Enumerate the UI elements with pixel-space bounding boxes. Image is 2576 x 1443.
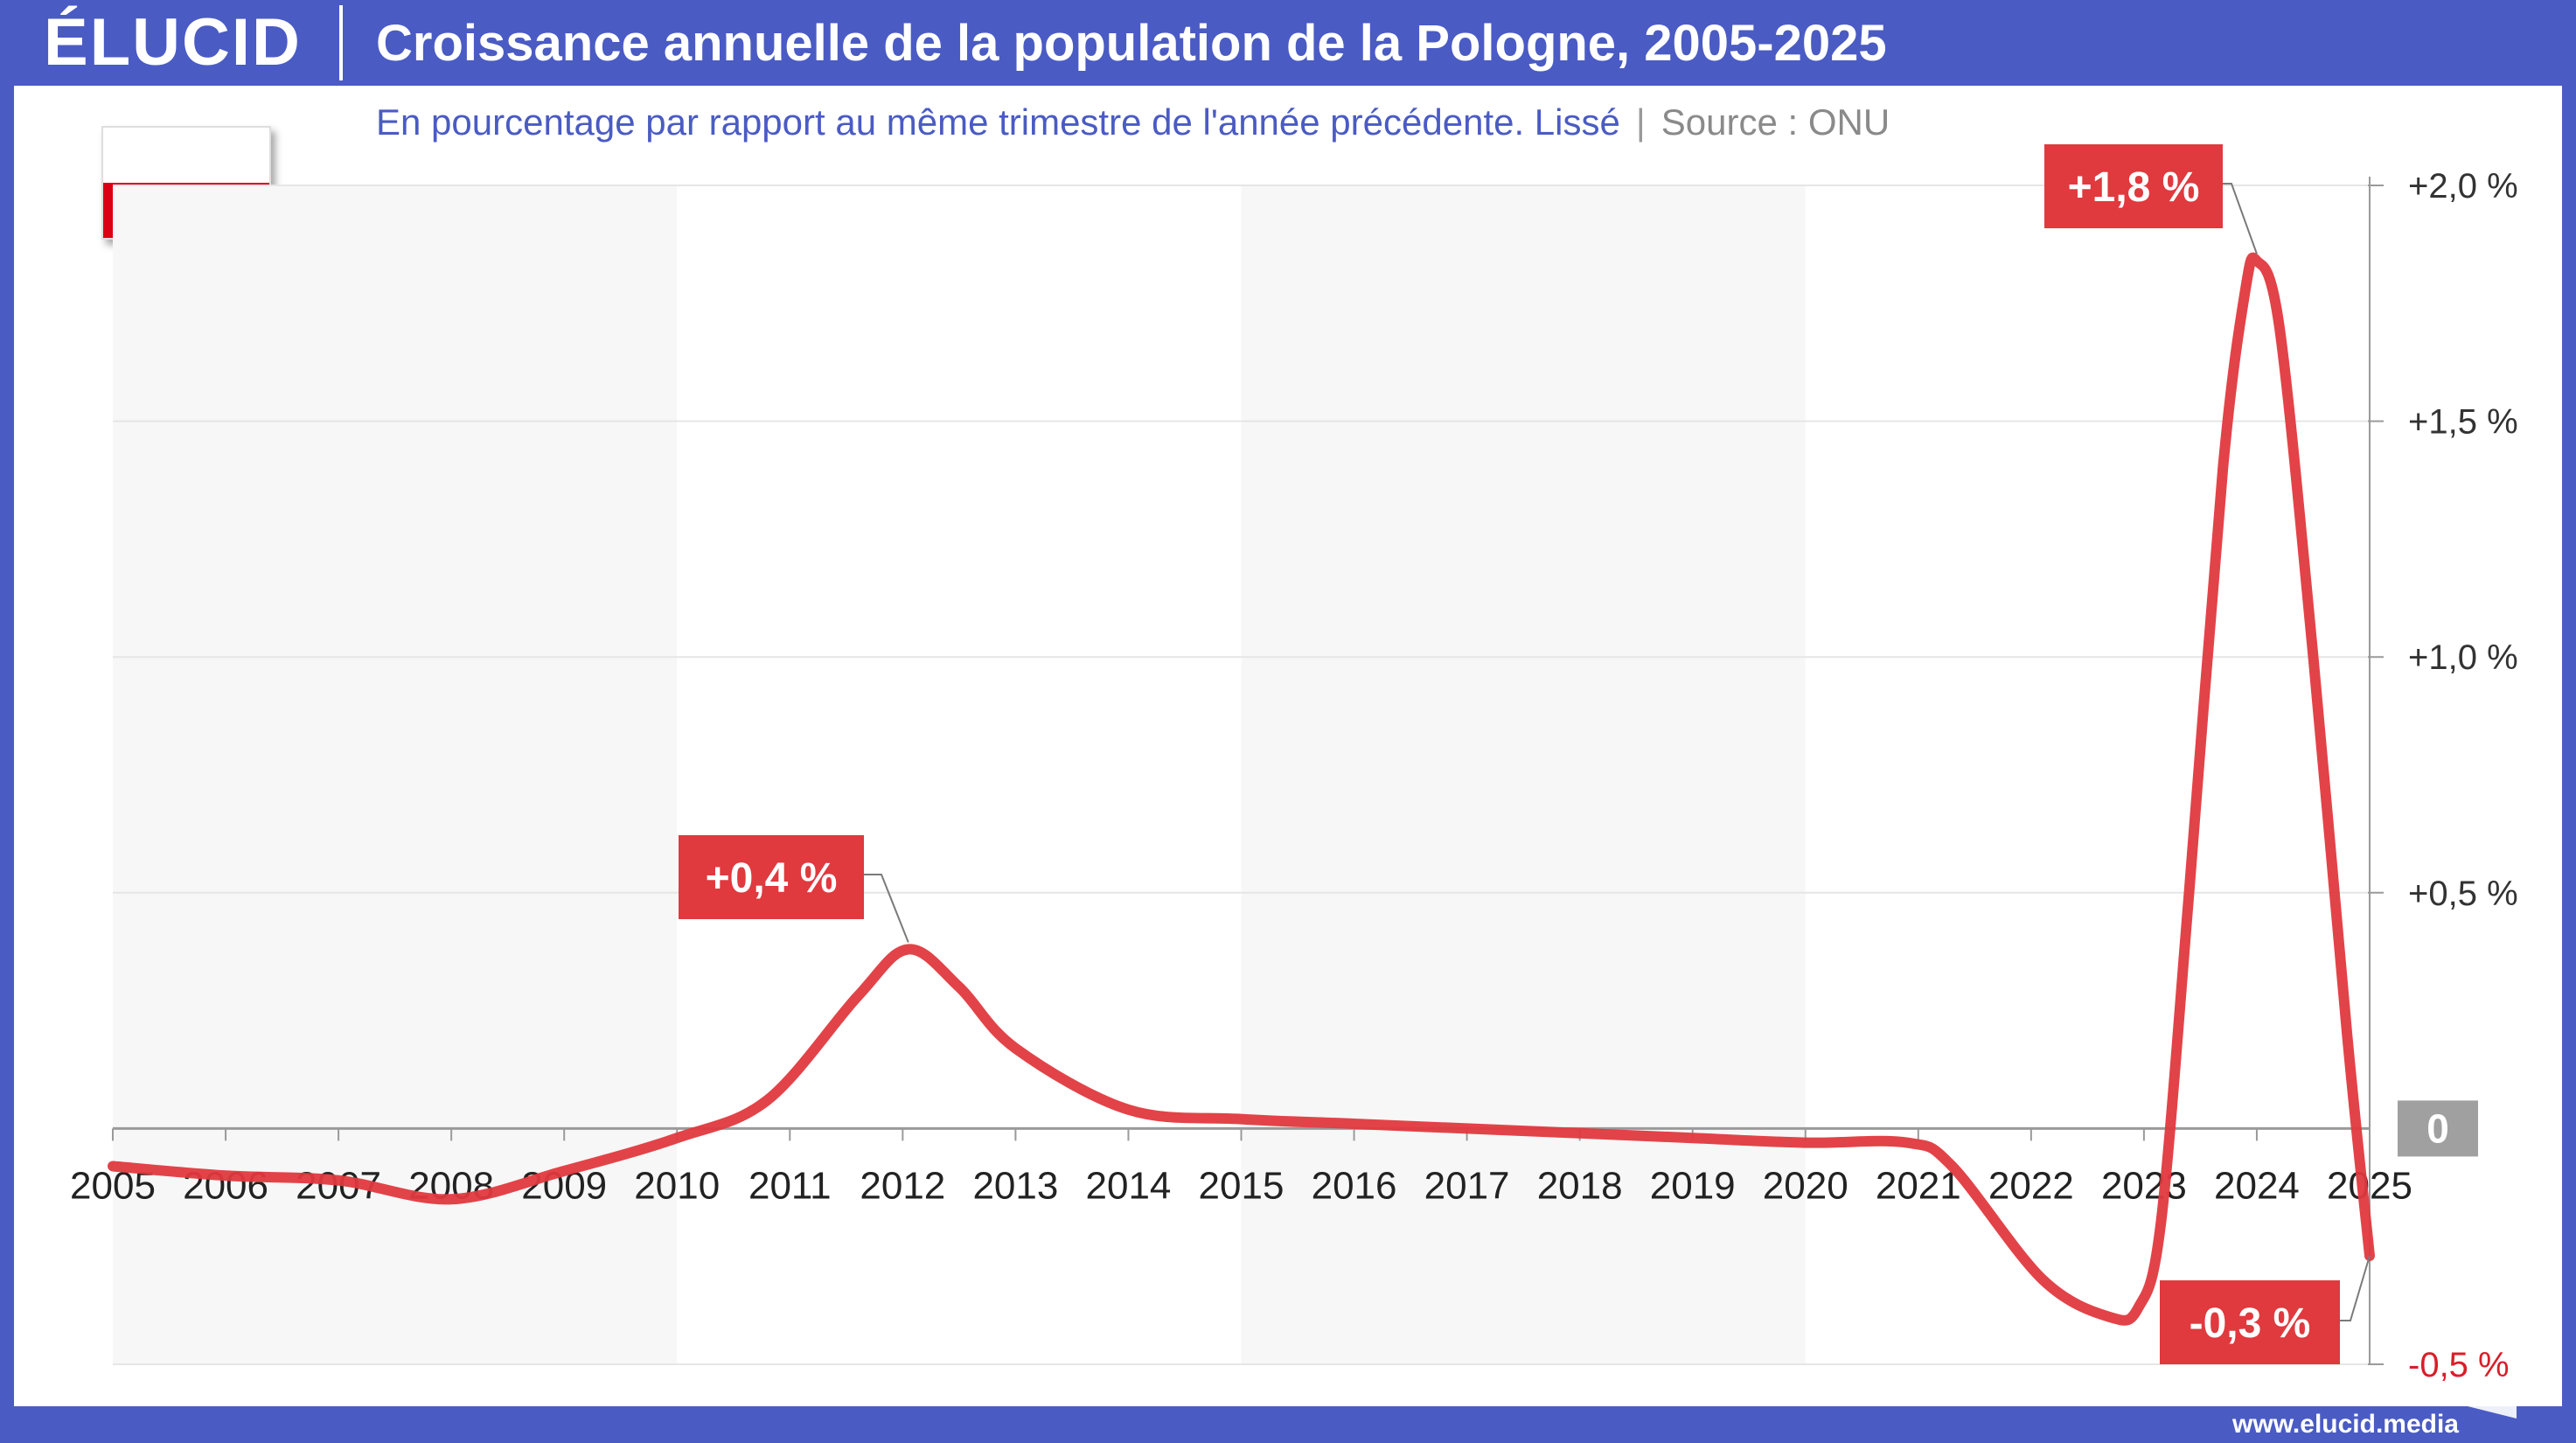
elucid-mark-icon [2468, 1387, 2517, 1419]
series-line [108, 252, 2375, 1326]
annotation-leader-0 [864, 874, 909, 943]
chart-subtitle: En pourcentage par rapport au même trime… [376, 96, 1890, 149]
footer-bar [0, 1406, 2576, 1443]
x-tick-label-10: 2015 [1199, 1164, 1285, 1207]
header-bar [0, 0, 2576, 86]
x-tick-label-7: 2012 [860, 1164, 945, 1207]
y-tick-label-zero: 0 [2426, 1105, 2449, 1151]
annotation-label-2: -0,3 % [2190, 1300, 2311, 1347]
source-label: Source : ONU [1660, 101, 1890, 143]
annotation-box-0 [679, 835, 864, 919]
x-tick-label-18: 2023 [2101, 1164, 2187, 1207]
x-tick-label-19: 2024 [2214, 1164, 2300, 1207]
subtitle-separator: | [1635, 101, 1646, 143]
x-tick-label-13: 2018 [1537, 1164, 1623, 1207]
left-frame [0, 86, 14, 1406]
site-url-link[interactable]: www.elucid.media [2232, 1410, 2459, 1439]
x-tick-label-11: 2016 [1312, 1164, 1397, 1207]
x-tick-label-5: 2010 [634, 1164, 720, 1207]
y-tick-label-3: +0,5 % [2408, 875, 2518, 913]
right-frame [2562, 86, 2576, 1406]
annotation-box-1 [2044, 144, 2223, 228]
x-tick-label-20: 2025 [2327, 1164, 2412, 1207]
shaded-band-1 [1241, 185, 1806, 1364]
flag-white-stripe [103, 128, 269, 183]
annotation-label-1: +1,8 % [2068, 164, 2200, 211]
x-tick-label-14: 2019 [1650, 1164, 1736, 1207]
x-tick-label-9: 2014 [1086, 1164, 1172, 1207]
y-tick-label-5: -0,5 % [2408, 1346, 2510, 1384]
chart-title: Croissance annuelle de la population de … [376, 15, 1887, 72]
x-tick-label-16: 2021 [1876, 1164, 1961, 1207]
zero-badge [2398, 1100, 2478, 1157]
brand-logo[interactable]: ÉLUCID [44, 5, 302, 80]
annotation-leader-1 [2223, 183, 2258, 254]
x-tick-label-17: 2022 [1988, 1164, 2074, 1207]
x-tick-label-8: 2013 [972, 1164, 1058, 1207]
annotation-box-2 [2160, 1280, 2340, 1364]
annotation-label-0: +0,4 % [706, 855, 838, 902]
x-tick-label-15: 2020 [1763, 1164, 1848, 1207]
subtitle-text: En pourcentage par rapport au même trime… [376, 101, 1620, 143]
x-tick-label-6: 2011 [748, 1164, 832, 1207]
x-tick-label-12: 2017 [1424, 1164, 1510, 1207]
y-tick-label-0: +2,0 % [2408, 167, 2518, 206]
annotation-leader-2 [2340, 1255, 2371, 1321]
y-tick-label-1: +1,5 % [2408, 403, 2518, 442]
logo-divider [339, 5, 343, 80]
y-tick-label-2: +1,0 % [2408, 638, 2518, 677]
